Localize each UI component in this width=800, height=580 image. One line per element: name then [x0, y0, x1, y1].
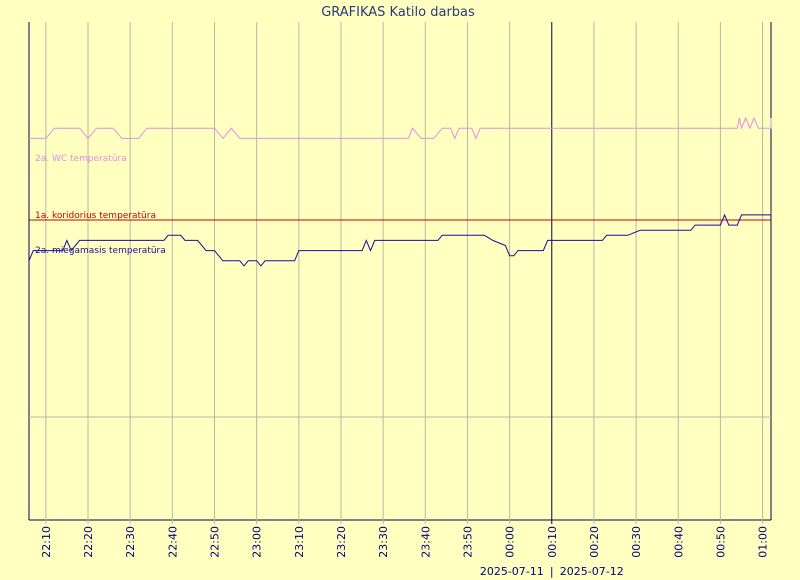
chart-title: GRAFIKAS Katilo darbas [321, 5, 475, 20]
x-tick-label: 00:10 [546, 526, 559, 558]
x-tick-label: 22:40 [166, 526, 179, 558]
series-line-3 [28, 209, 772, 267]
x-tick-label: 23:00 [251, 526, 264, 558]
x-tick-label: 22:30 [124, 526, 137, 558]
x-tick-label: 00:50 [714, 526, 727, 558]
x-tick-label: 23:50 [461, 526, 474, 558]
x-tick-label: 23:30 [377, 526, 390, 558]
series-group [28, 116, 772, 267]
date-separator: | [550, 565, 554, 578]
x-tick-label: 00:00 [504, 526, 517, 558]
series-labels: 2a. WC temperatūra 1a. koridorius tempera… [35, 154, 166, 256]
series-label-3: 2a. miegamasis temperatūra [35, 246, 166, 256]
date-label-right: 2025-07-12 [560, 565, 624, 578]
x-tick-label: 00:40 [672, 526, 685, 558]
x-tick-label: 22:20 [82, 526, 95, 558]
date-labels: 2025-07-11 | 2025-07-12 [480, 565, 624, 578]
x-tick-label: 23:20 [335, 526, 348, 558]
series-line-1 [29, 116, 772, 140]
x-tick-label: 22:10 [40, 526, 53, 558]
x-tick-label: 01:00 [757, 526, 770, 558]
series-label-2: 1a. koridorius temperatūra [35, 211, 156, 221]
x-tick-label: 22:50 [209, 526, 222, 558]
series-label-1: 2a. WC temperatūra [35, 154, 127, 164]
x-tick-label: 23:40 [419, 526, 432, 558]
date-label-left: 2025-07-11 [480, 565, 544, 578]
grid [28, 22, 772, 524]
x-tick-labels: 22:10 22:20 22:30 22:40 22:50 23:00 23:10 23:20… [40, 526, 770, 558]
x-tick-label: 00:30 [630, 526, 643, 558]
x-tick-label: 23:10 [293, 526, 306, 558]
x-tick-label: 00:20 [588, 526, 601, 558]
